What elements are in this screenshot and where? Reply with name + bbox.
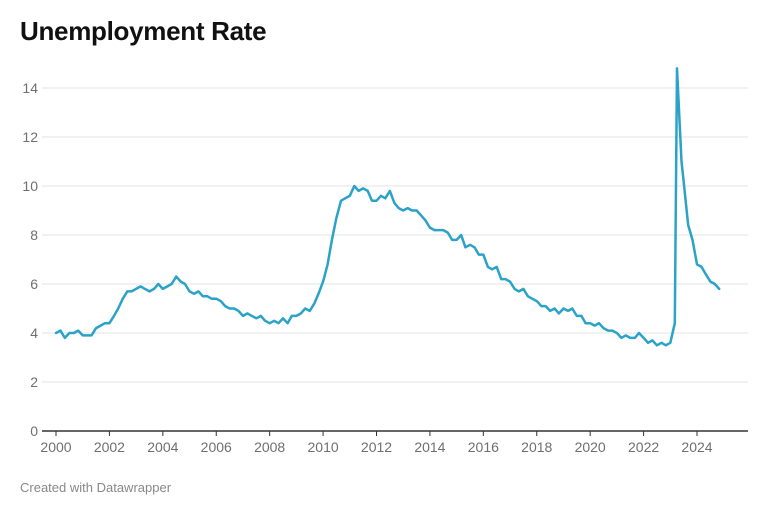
x-tick-label-2008: 2008 [254,439,285,455]
x-tick-label-2012: 2012 [361,439,392,455]
x-tick-label-2022: 2022 [628,439,659,455]
x-tick-label-2004: 2004 [147,439,178,455]
series-layer [54,67,721,347]
x-tick-label-2018: 2018 [521,439,552,455]
x-tick-label-2020: 2020 [575,439,606,455]
chart-title: Unemployment Rate [20,16,267,46]
x-axis-ticks: 2000 2002 2004 2006 2008 2010 2012 2014 2016 2018… [40,431,713,455]
y-tick-label-12: 12 [22,129,38,145]
x-tick-label-2000: 2000 [40,439,71,455]
y-tick-label-4: 4 [30,325,38,341]
x-tick-label-2010: 2010 [308,439,339,455]
x-tick-label-2016: 2016 [468,439,499,455]
x-tick-label-2024: 2024 [681,439,712,455]
credit-footer: Created with Datawrapper [20,480,172,495]
y-tick-label-14: 14 [22,80,38,96]
y-axis-ticks: 0 2 4 6 8 10 12 14 [22,80,38,439]
gridlines [42,87,748,432]
y-tick-label-6: 6 [30,276,38,292]
x-tick-label-2014: 2014 [414,439,445,455]
y-tick-label-8: 8 [30,227,38,243]
x-tick-label-2002: 2002 [94,439,125,455]
series-line-0 [54,67,721,347]
y-tick-label-0: 0 [30,423,38,439]
x-tick-label-2006: 2006 [201,439,232,455]
y-tick-label-2: 2 [30,374,38,390]
y-tick-label-10: 10 [22,178,38,194]
